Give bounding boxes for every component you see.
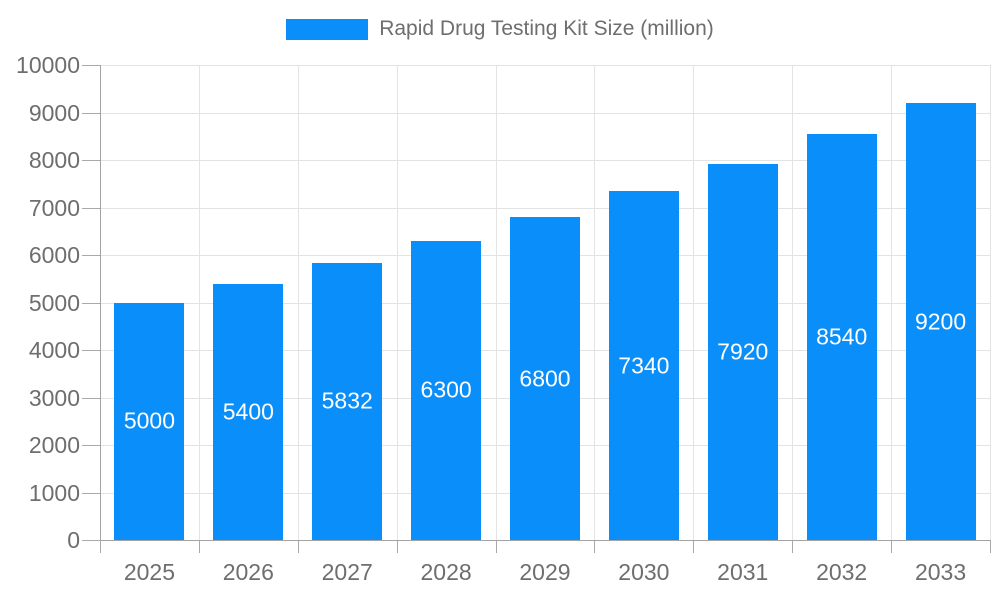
y-axis-tick-label: 10000: [16, 52, 80, 78]
y-axis-tick-label: 9000: [28, 99, 80, 126]
x-axis-tick: [891, 540, 893, 553]
x-axis-line: [100, 540, 990, 541]
bar[interactable]: 6800: [510, 217, 580, 540]
bar[interactable]: 7340: [608, 191, 679, 540]
bar-value-label: 5000: [123, 407, 176, 434]
v-gridline: [396, 65, 398, 540]
legend-label: Rapid Drug Testing Kit Size (million): [379, 17, 714, 40]
y-axis-tick: [82, 65, 100, 66]
x-axis-category-label: 2030: [618, 559, 670, 585]
v-gridline: [693, 65, 695, 540]
bar-value-label: 6800: [519, 365, 571, 391]
v-gridline: [594, 65, 596, 540]
legend-item[interactable]: Rapid Drug Testing Kit Size (million): [0, 17, 1000, 41]
x-axis-tick: [495, 540, 497, 553]
bar[interactable]: 7920: [707, 163, 778, 540]
h-gridline: [100, 160, 990, 161]
bar[interactable]: 6300: [411, 240, 482, 540]
legend-swatch: [286, 18, 369, 40]
y-axis-tick: [82, 350, 100, 351]
v-gridline: [990, 65, 991, 540]
v-gridline: [198, 65, 200, 540]
y-axis-tick-label: 7000: [28, 194, 80, 221]
bar-value-label: 7340: [618, 352, 670, 379]
y-axis-line: [100, 65, 101, 540]
x-axis-tick: [100, 540, 101, 553]
v-gridline: [792, 65, 794, 540]
h-gridline: [100, 112, 990, 114]
h-gridline: [100, 207, 990, 209]
x-axis-category-label: 2027: [321, 559, 373, 585]
x-axis-tick: [693, 540, 695, 553]
y-axis-tick: [82, 397, 100, 399]
y-axis-tick-label: 0: [67, 527, 80, 553]
y-axis-tick: [82, 207, 100, 209]
bar-value-label: 5400: [222, 398, 274, 425]
x-axis-category-label: 2032: [816, 559, 868, 585]
y-axis-tick: [82, 160, 100, 161]
bar-value-label: 9200: [914, 308, 967, 334]
x-axis-category-label: 2025: [123, 559, 176, 585]
y-axis-tick-label: 3000: [28, 384, 80, 411]
x-axis-tick: [792, 540, 794, 553]
y-axis-tick: [82, 445, 100, 446]
y-axis-tick-label: 8000: [28, 147, 80, 173]
y-axis-tick: [82, 302, 100, 304]
v-gridline: [495, 65, 497, 540]
bar[interactable]: 5400: [213, 283, 284, 540]
y-axis-tick: [82, 540, 100, 541]
y-axis-tick: [82, 112, 100, 114]
bar[interactable]: 9200: [905, 103, 976, 540]
bar[interactable]: 5832: [312, 262, 383, 540]
y-axis-tick-label: 6000: [28, 242, 80, 268]
x-axis-tick: [990, 540, 991, 553]
y-axis-tick: [82, 492, 100, 494]
bar-value-label: 8540: [816, 323, 868, 350]
x-axis-category-label: 2026: [222, 559, 274, 585]
y-axis-tick-label: 2000: [28, 432, 80, 458]
bar-value-label: 6300: [420, 376, 472, 403]
x-axis-category-label: 2029: [519, 559, 571, 585]
h-gridline: [100, 65, 990, 66]
y-axis-tick-label: 5000: [28, 289, 80, 316]
v-gridline: [891, 65, 893, 540]
y-axis-tick: [82, 255, 100, 256]
bar[interactable]: 5000: [114, 302, 185, 540]
x-axis-tick: [297, 540, 299, 553]
bar-value-label: 5832: [321, 387, 373, 414]
v-gridline: [297, 65, 299, 540]
x-axis-tick: [594, 540, 596, 553]
x-axis-category-label: 2028: [420, 559, 472, 585]
x-axis-category-label: 2033: [914, 559, 967, 585]
x-axis-category-label: 2031: [717, 559, 769, 585]
x-axis-tick: [198, 540, 200, 553]
x-axis-tick: [396, 540, 398, 553]
y-axis-tick-label: 1000: [28, 479, 80, 506]
y-axis-tick-label: 4000: [28, 337, 80, 363]
bar[interactable]: 8540: [806, 134, 877, 540]
bar-value-label: 7920: [717, 338, 769, 365]
